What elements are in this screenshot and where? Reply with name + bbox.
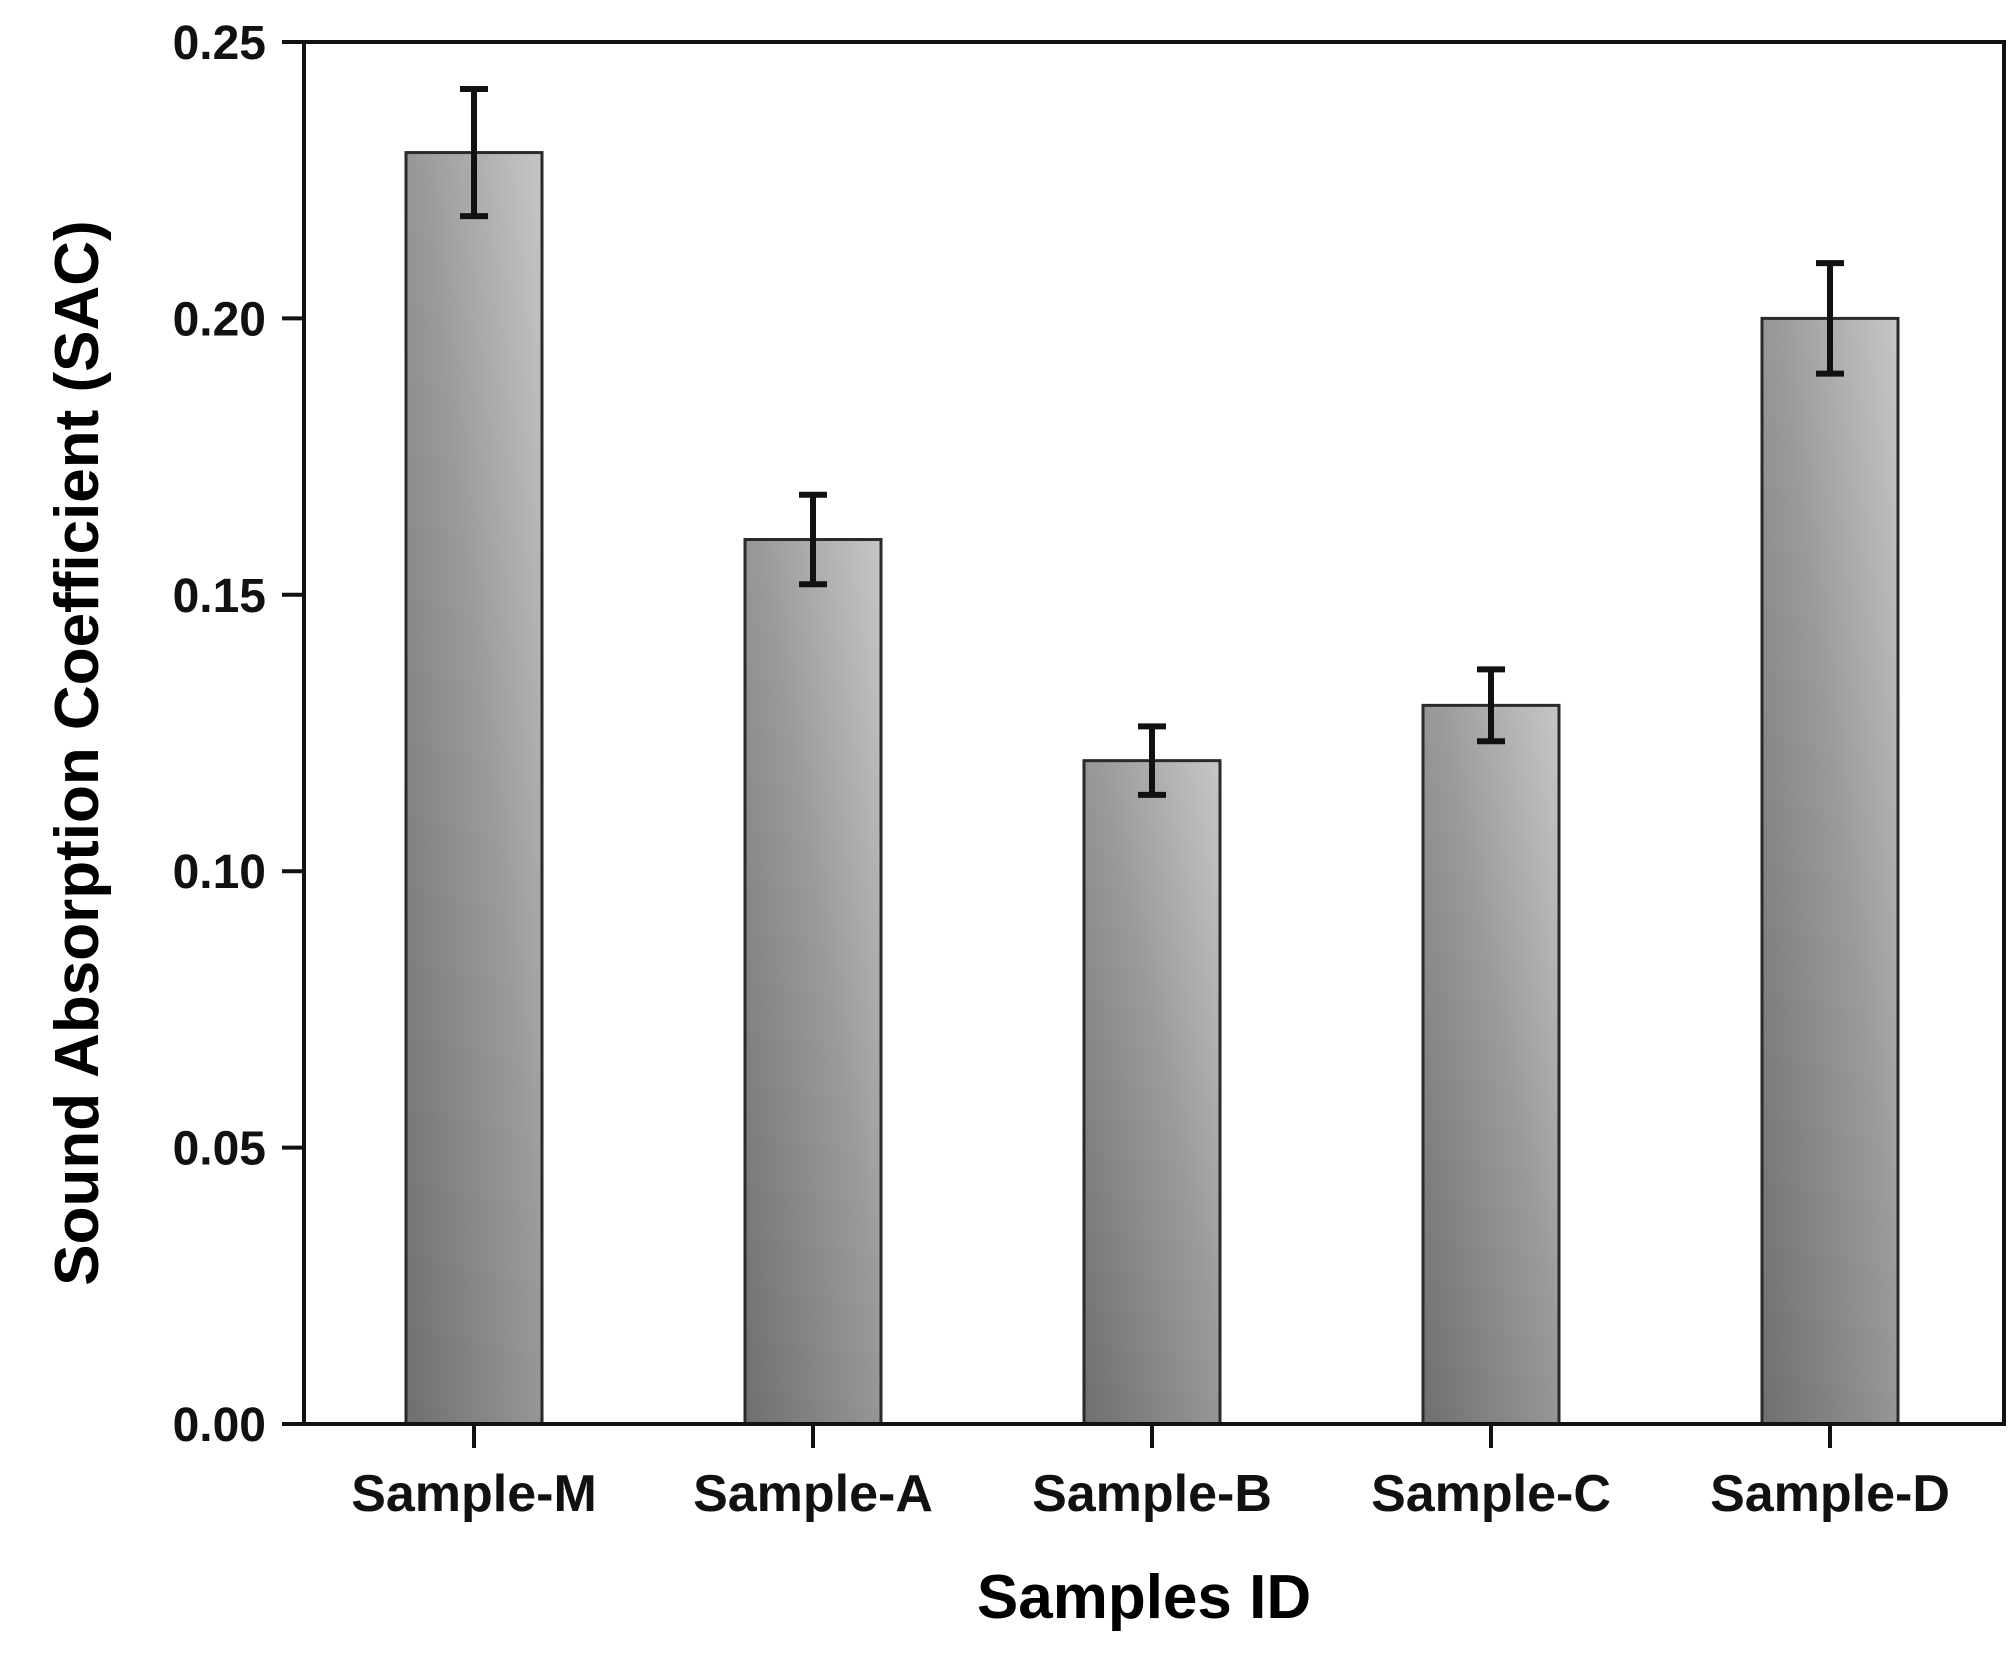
y-tick-label: 0.20 — [173, 293, 266, 346]
x-tick-label: Sample-A — [693, 1465, 933, 1523]
x-tick-label: Sample-D — [1710, 1465, 1950, 1523]
y-tick-label: 0.25 — [173, 17, 266, 70]
bar-sample-d — [1760, 316, 1900, 1426]
y-tick-label: 0.15 — [173, 570, 266, 623]
x-tick-label: Sample-B — [1032, 1465, 1272, 1523]
error-bar-sample-m — [460, 85, 488, 220]
y-tick-label: 0.00 — [173, 1399, 266, 1452]
bar-sample-m — [404, 151, 544, 1426]
y-axis-title: Sound Absorption Coefficient (SAC) — [43, 220, 112, 1285]
error-bar-sample-a — [799, 491, 827, 588]
error-bar-sample-c — [1477, 666, 1505, 745]
error-bars-layer — [460, 85, 1844, 798]
x-tick-label: Sample-C — [1371, 1465, 1611, 1523]
x-tick-label: Sample-M — [351, 1465, 597, 1523]
bar-sample-a — [743, 538, 883, 1426]
error-bar-sample-d — [1816, 260, 1844, 377]
x-axis-title: Samples ID — [977, 1563, 1311, 1632]
y-axis-ticks: 0.00 0.05 0.10 0.15 0.20 0.25 — [173, 17, 304, 1452]
error-bar-sample-b — [1138, 723, 1166, 798]
y-tick-label: 0.05 — [173, 1123, 266, 1176]
x-axis-ticks: Sample-M Sample-A Sample-B Sample-C Sample-D — [351, 1424, 1950, 1523]
bar-sample-c — [1421, 703, 1561, 1426]
bar-sample-b — [1082, 759, 1222, 1426]
y-tick-label: 0.10 — [173, 846, 266, 899]
